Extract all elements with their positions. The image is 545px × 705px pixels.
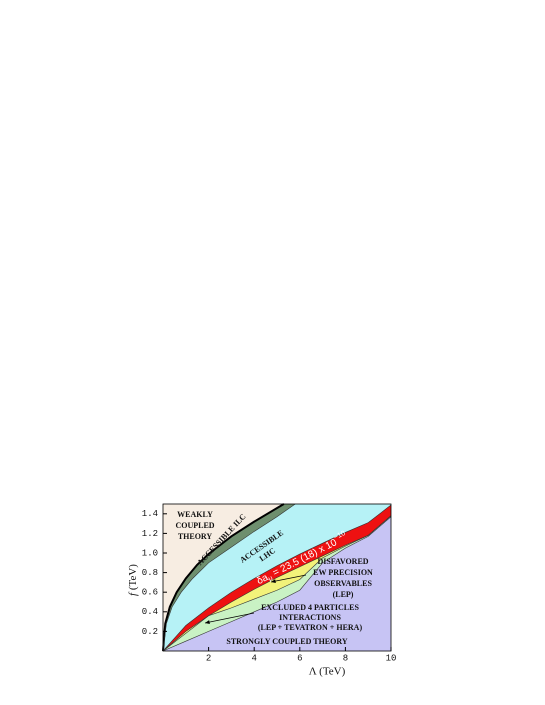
boundary bbox=[162, 515, 392, 652]
band-label-sup: −10 bbox=[333, 530, 347, 542]
region-label: COUPLED bbox=[175, 521, 214, 530]
region-label: THEORY bbox=[178, 532, 213, 541]
band-label-sub: μ bbox=[267, 575, 274, 583]
y-tick-label: 1.2 bbox=[142, 529, 158, 539]
pointer-line bbox=[204, 612, 255, 624]
x-tick-label: 6 bbox=[297, 653, 302, 663]
y-tick-label: 0.6 bbox=[142, 588, 158, 598]
y-tick-label: 0.8 bbox=[142, 568, 158, 578]
boundary bbox=[162, 503, 285, 652]
pointer-head bbox=[271, 579, 276, 584]
region-label: (LEP) bbox=[333, 590, 354, 599]
y-tick-label: 1.4 bbox=[142, 509, 158, 519]
region-label: DISFAVORED bbox=[317, 557, 368, 566]
region-label: EXCLUDED 4 PARTICLES bbox=[261, 603, 359, 612]
region-label: WEAKLY bbox=[177, 510, 213, 519]
y-axis-symbol: f bbox=[127, 591, 139, 596]
region-label: INTERACTIONS bbox=[279, 613, 341, 622]
pointer-head bbox=[205, 620, 210, 624]
region bbox=[163, 516, 391, 651]
region-label: EW PRECISION bbox=[313, 568, 373, 577]
plot-frame bbox=[162, 503, 392, 652]
region-label: (LEP + TEVATRON + HERA) bbox=[258, 623, 363, 632]
y-axis-unit: (TeV) bbox=[127, 564, 139, 593]
band-label-part: δa bbox=[255, 572, 270, 587]
y-tick-label: 1.0 bbox=[142, 548, 158, 558]
x-tick-label: 10 bbox=[386, 653, 397, 663]
y-tick-label: 0.2 bbox=[142, 627, 158, 637]
boundary bbox=[162, 516, 392, 652]
x-axis-label: Λ (TeV) bbox=[309, 666, 346, 678]
pointer-line bbox=[270, 574, 307, 583]
x-tick-label: 8 bbox=[343, 653, 348, 663]
y-axis-label: f (TeV) bbox=[127, 564, 139, 596]
region-label: STRONGLY COUPLED THEORY bbox=[226, 637, 347, 646]
region-label: OBSERVABLES bbox=[314, 579, 372, 588]
boundary bbox=[162, 504, 392, 652]
y-tick-label: 0.4 bbox=[142, 607, 158, 617]
boundary bbox=[162, 515, 392, 652]
x-tick-label: 4 bbox=[251, 653, 256, 663]
x-tick-label: 2 bbox=[206, 653, 211, 663]
boundary bbox=[162, 503, 296, 652]
